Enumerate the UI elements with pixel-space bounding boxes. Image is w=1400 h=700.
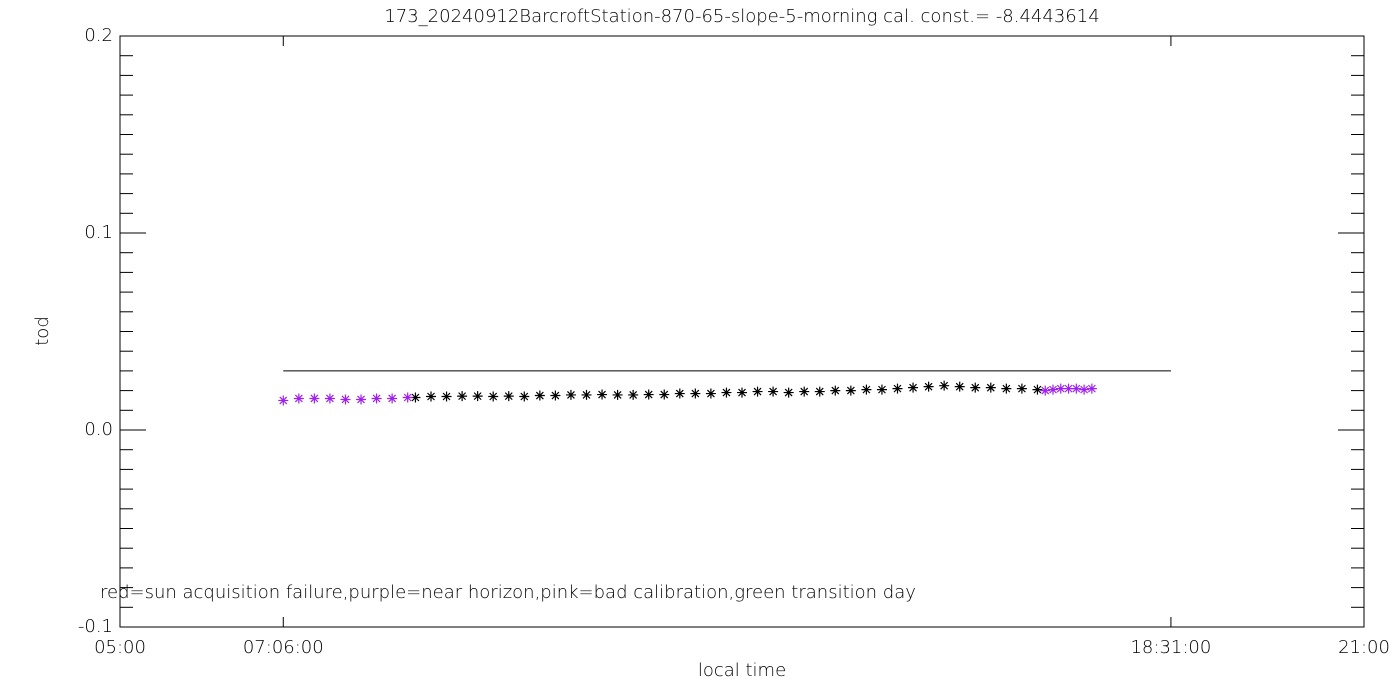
- data-point: [488, 391, 499, 402]
- data-point: [954, 381, 965, 392]
- data-point: [550, 390, 561, 401]
- data-point: [1048, 384, 1058, 395]
- data-point: [356, 394, 367, 405]
- data-point: [1063, 383, 1074, 394]
- data-point: [674, 388, 685, 399]
- data-point: [690, 388, 701, 399]
- y-tick-label: 0.0: [84, 419, 113, 440]
- data-point: [387, 393, 398, 404]
- data-point: [845, 385, 856, 396]
- data-point: [426, 391, 436, 402]
- x-tick-label: 18:31:00: [1130, 637, 1211, 658]
- data-point: [783, 387, 794, 398]
- data-point: [441, 391, 452, 402]
- data-point: [519, 391, 530, 402]
- x-tick-label: 07:06:00: [243, 637, 324, 658]
- data-point: [908, 382, 919, 393]
- data-point: [371, 393, 382, 404]
- data-point: [923, 381, 934, 392]
- y-tick-label: 0.2: [84, 25, 113, 46]
- data-point: [309, 393, 320, 404]
- data-point: [534, 390, 545, 401]
- x-axis-label: local time: [698, 660, 786, 681]
- data-point: [737, 387, 747, 398]
- data-point: [457, 391, 468, 402]
- data-point: [1001, 383, 1012, 394]
- data-point: [1079, 384, 1090, 395]
- data-point: [278, 395, 289, 406]
- data-point: [402, 392, 413, 403]
- y-tick-label: -0.1: [78, 616, 113, 637]
- data-point: [705, 388, 716, 399]
- data-point: [659, 389, 670, 400]
- data-point: [814, 386, 825, 397]
- data-point: [939, 380, 950, 391]
- data-point: [861, 384, 872, 395]
- y-axis-label: tod: [32, 316, 53, 346]
- data-point: [340, 394, 351, 405]
- data-point: [612, 389, 623, 400]
- data-point: [1040, 385, 1051, 396]
- y-tick-label: 0.1: [84, 222, 113, 243]
- data-point: [643, 389, 654, 400]
- data-point: [892, 383, 903, 394]
- data-point: [597, 389, 608, 400]
- data-point: [1055, 383, 1066, 394]
- chart-title: 173_20240912BarcroftStation-870-65-slope…: [384, 6, 1099, 27]
- data-point: [410, 392, 421, 403]
- data-point: [721, 387, 732, 398]
- x-tick-label: 05:00: [94, 637, 146, 658]
- data-point: [581, 389, 592, 400]
- data-point: [1086, 383, 1097, 394]
- data-point: [876, 384, 887, 395]
- data-point: [768, 386, 779, 397]
- data-point: [985, 382, 996, 393]
- data-point: [472, 391, 483, 402]
- data-point: [752, 386, 763, 397]
- x-tick-label: 21:00: [1338, 637, 1390, 658]
- data-point: [628, 389, 639, 400]
- data-point: [503, 391, 514, 402]
- data-point: [1016, 383, 1027, 394]
- data-point: [293, 393, 304, 404]
- data-point: [799, 386, 810, 397]
- data-point: [830, 385, 841, 396]
- data-point: [565, 389, 576, 400]
- data-point: [1032, 384, 1043, 395]
- data-point: [324, 393, 335, 404]
- annotation: red=sun acquisition failure,purple=near …: [100, 582, 916, 603]
- data-point: [970, 382, 981, 393]
- data-point: [1071, 383, 1082, 394]
